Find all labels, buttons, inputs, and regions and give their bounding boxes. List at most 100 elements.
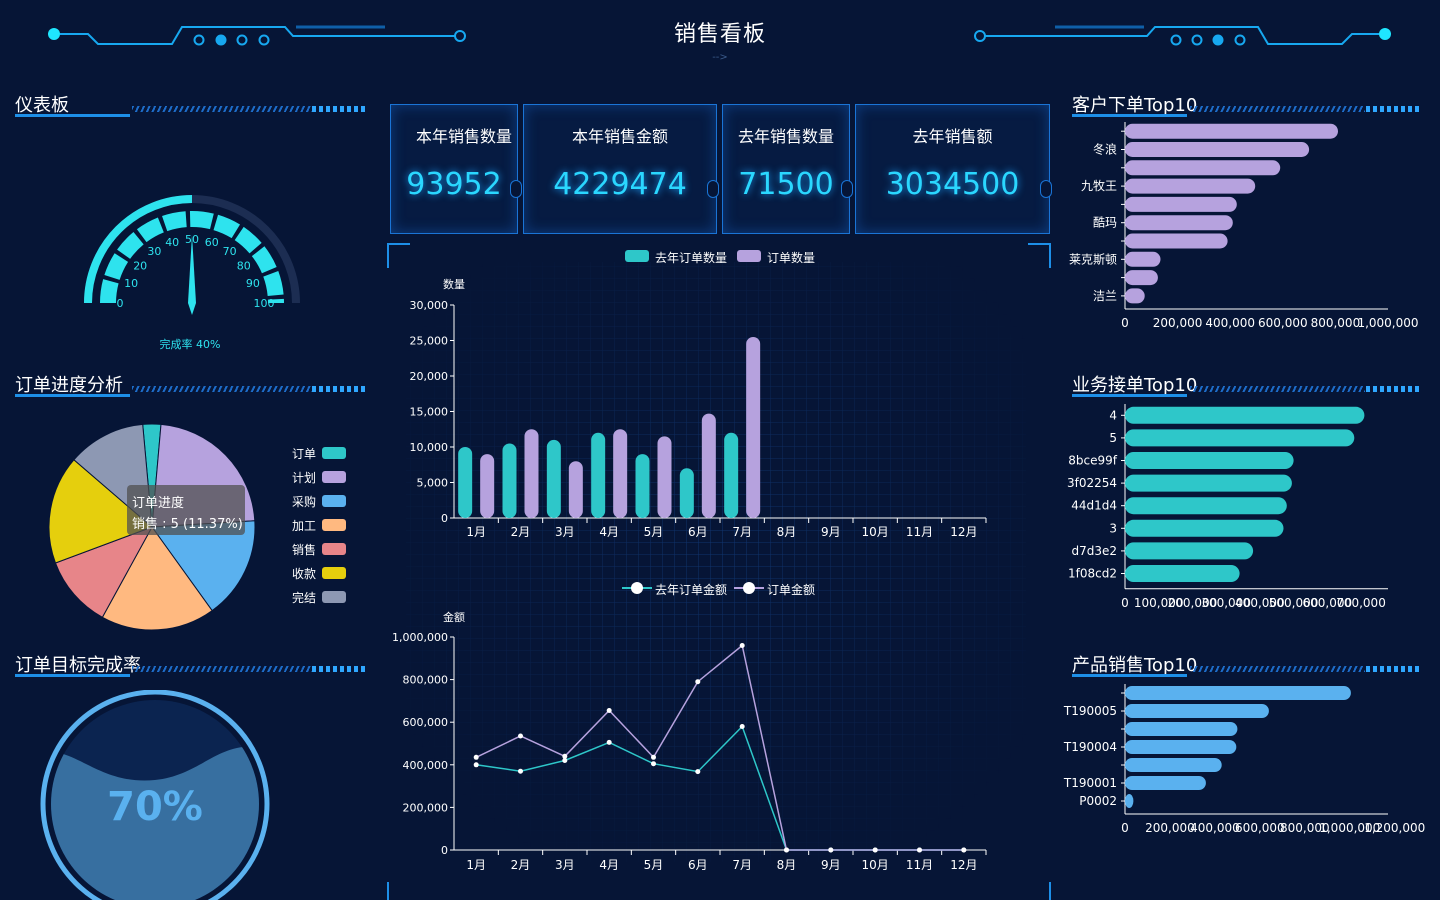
line-point[interactable] [828,847,834,853]
bar-order-qty[interactable] [701,413,716,518]
hbar-bar[interactable] [1125,474,1292,492]
line-point[interactable] [651,761,656,767]
hbar-bar[interactable] [1125,740,1237,754]
hbar-bar[interactable] [1125,722,1238,736]
bar-last-year-qty[interactable] [635,454,650,518]
line-point[interactable] [917,847,922,853]
pie-legend-label[interactable]: 销售 [292,543,317,557]
hbar-bar[interactable] [1125,196,1237,212]
hbar-bar[interactable] [1125,429,1355,447]
pie-slice-3[interactable] [101,526,213,631]
line-point[interactable] [872,847,878,853]
pie-legend-swatch[interactable] [322,495,346,507]
pie-legend-label[interactable]: 订单 [292,447,317,461]
hbar-bar[interactable] [1125,178,1256,194]
hbar-x-tick: 1,000,000 [1357,316,1418,330]
line-point[interactable] [473,762,479,768]
pie-legend-label[interactable]: 完结 [292,591,317,605]
pie-legend-label[interactable]: 计划 [292,471,317,485]
hbar-bar[interactable] [1125,452,1294,469]
pie-legend-swatch[interactable] [322,543,346,555]
line-point[interactable] [961,847,967,853]
line-point[interactable] [518,768,523,774]
hbar-x-tick: 600,000 [1235,821,1285,835]
line-point[interactable] [695,679,701,685]
hbar-bar[interactable] [1125,142,1310,157]
bar-order-qty[interactable] [480,454,495,518]
line-point[interactable] [606,708,612,713]
legend-order-amount[interactable]: 订单金额 [767,583,816,597]
stat-notch [1040,180,1052,198]
hbar-bar[interactable] [1125,406,1365,424]
pie-legend-label[interactable]: 采购 [292,495,317,509]
bar-last-year-qty[interactable] [679,468,694,518]
line-point[interactable] [606,739,612,745]
hbar-bar[interactable] [1125,233,1228,249]
hbar-bar[interactable] [1125,519,1284,537]
hbar-bar[interactable] [1125,704,1269,718]
stat-notch [841,180,853,198]
bar-last-year-qty[interactable] [546,439,561,518]
hbar-bar[interactable] [1125,288,1145,304]
bar-order-qty[interactable] [657,436,672,518]
pie-legend-swatch[interactable] [322,447,346,459]
hbar-bar[interactable] [1125,776,1206,790]
line-point[interactable] [739,724,745,729]
bar-last-year-qty[interactable] [502,443,517,518]
pie-slice-5[interactable] [48,459,153,564]
pie-legend-swatch[interactable] [322,519,346,531]
pie-legend-label[interactable]: 加工 [292,519,317,533]
bar-order-qty[interactable] [613,429,628,518]
pie-legend-swatch[interactable] [322,567,346,579]
bar-x-tick: 9月 [821,525,841,539]
line-point[interactable] [784,847,789,853]
hbar-bar[interactable] [1125,565,1240,582]
line-point[interactable] [473,754,479,760]
hbar-bar[interactable] [1125,497,1287,515]
line-point[interactable] [562,758,568,763]
pie-legend-swatch[interactable] [322,591,346,603]
bar-order-qty[interactable] [746,336,761,518]
hbar-bar[interactable] [1125,758,1222,772]
hbar-bar[interactable] [1125,160,1281,176]
gauge-tick-label: 80 [237,259,251,272]
pie-slice-4[interactable] [54,526,154,618]
hbar-bar[interactable] [1125,215,1233,231]
bar-last-year-qty[interactable] [591,432,606,518]
legend-order-qty[interactable]: 订单数量 [767,251,816,265]
title-underline [1072,114,1187,117]
legend-marker-order-amount[interactable] [734,578,764,598]
stat-year-sales-qty: 本年销售数量 93952 [390,104,518,234]
hbar-bar[interactable] [1125,686,1351,700]
hbar-bar[interactable] [1125,542,1254,560]
bar-last-year-qty[interactable] [724,432,739,518]
bar-order-qty[interactable] [524,429,539,518]
hbar-bar[interactable] [1125,794,1134,808]
stat-last-year-qty: 去年销售数量 71500 [722,104,850,234]
hbar-category-label: 4 [1109,408,1117,422]
hbar-bar[interactable] [1125,251,1161,267]
pie-legend-swatch[interactable] [322,471,346,483]
legend-last-year-qty[interactable]: 去年订单数量 [655,251,728,265]
title-hatch [1190,106,1365,112]
line-point[interactable] [651,754,656,760]
legend-swatch-order-qty[interactable] [737,250,761,262]
pie-legend-label[interactable]: 收款 [292,567,317,581]
line-point[interactable] [739,643,745,648]
legend-marker-last-year-amount[interactable] [622,578,652,598]
legend-swatch-last-year-qty[interactable] [625,250,649,262]
hbar-category-label: 3f02254 [1067,476,1117,490]
bar-order-qty[interactable] [568,461,583,518]
line-point[interactable] [562,753,568,759]
pie-slice-2[interactable] [151,520,256,612]
header-subtitle: --> [712,52,728,63]
line-y-axis-title: 金额 [443,610,465,624]
bar-last-year-qty[interactable] [458,447,473,518]
hbar-bar[interactable] [1125,270,1158,286]
hbar-bar[interactable] [1125,123,1338,139]
line-point[interactable] [695,769,701,775]
hbar-x-tick: 400,000 [1205,316,1255,330]
line-point[interactable] [518,733,523,739]
center-chart-area: 数量 0 5,000 10,000 15,000 20,000 25,000 30,000 1月… [387,243,1051,900]
legend-last-year-amount[interactable]: 去年订单金额 [655,583,728,597]
